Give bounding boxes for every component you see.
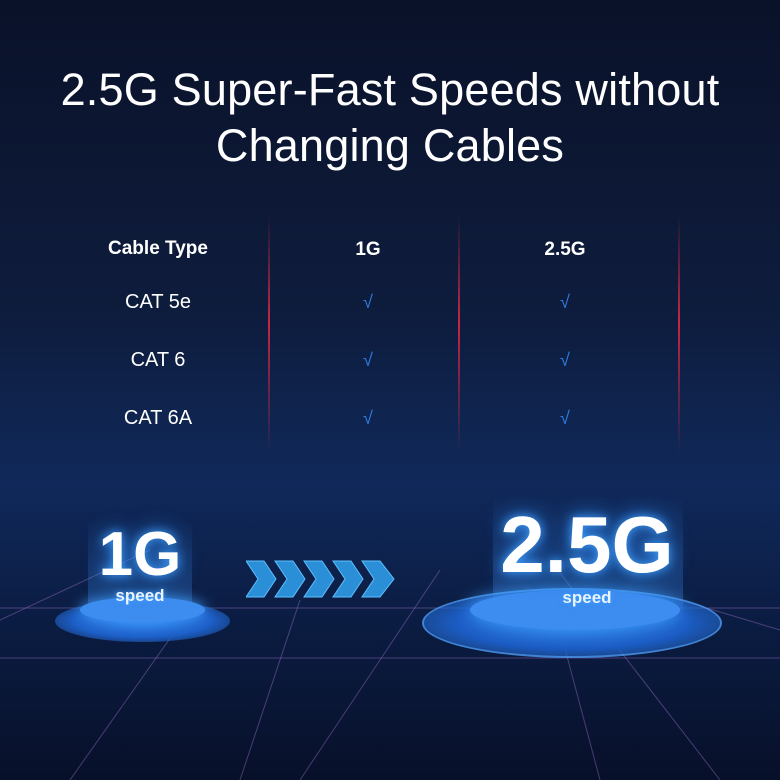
right-platform-top	[470, 590, 680, 630]
headline-line-2: Changing Cables	[215, 120, 565, 171]
headline: 2.5G Super-Fast Speeds without Changing …	[0, 62, 780, 174]
right-speed-label: speed	[562, 588, 612, 607]
headline-line-1: 2.5G Super-Fast Speeds without	[60, 64, 720, 115]
left-speed-label: speed	[115, 586, 165, 605]
row-cable-type: CAT 5e	[125, 291, 191, 313]
row-cable-type: CAT 6A	[123, 407, 193, 429]
header-2-5g: 2.5G	[544, 239, 586, 260]
column-divider	[268, 215, 270, 455]
light-beam	[88, 520, 192, 610]
check-icon: √	[560, 292, 570, 312]
check-icon: √	[363, 408, 373, 428]
header-1g: 1G	[355, 239, 381, 260]
check-icon: √	[560, 408, 570, 428]
right-speed-value: 2.5G	[500, 500, 674, 589]
column-divider	[678, 215, 680, 455]
header-cable-type: Cable Type	[108, 238, 208, 259]
chevrons-right-icon	[246, 560, 395, 598]
left-speed-value: 1G	[98, 520, 182, 589]
left-platform-top	[80, 597, 205, 623]
check-icon: √	[363, 350, 373, 370]
column-divider	[458, 215, 460, 455]
check-icon: √	[560, 350, 570, 370]
row-cable-type: CAT 6	[130, 349, 186, 371]
check-icon: √	[363, 292, 373, 312]
